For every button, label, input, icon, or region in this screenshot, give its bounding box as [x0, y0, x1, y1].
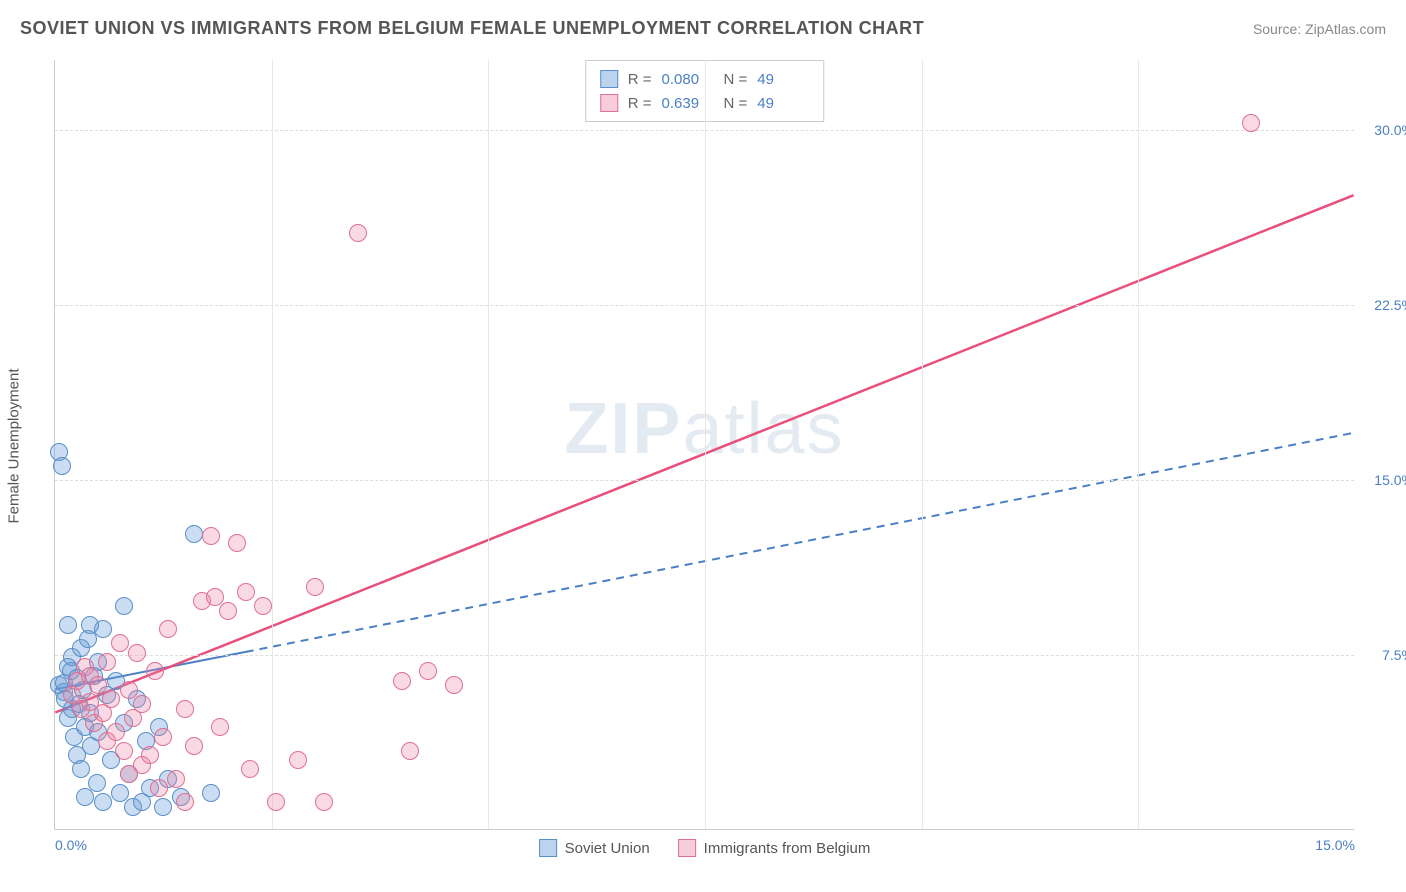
- legend-swatch: [600, 94, 618, 112]
- y-tick-label: 15.0%: [1362, 472, 1406, 488]
- data-point: [254, 597, 272, 615]
- data-point: [306, 578, 324, 596]
- stat-r-label: R =: [628, 71, 652, 88]
- data-point: [115, 742, 133, 760]
- legend-swatch: [678, 839, 696, 857]
- data-point: [237, 583, 255, 601]
- data-point: [219, 602, 237, 620]
- data-point: [202, 527, 220, 545]
- data-point: [53, 457, 71, 475]
- data-point: [154, 728, 172, 746]
- data-point: [154, 798, 172, 816]
- stat-n-value: 49: [757, 71, 809, 88]
- data-point: [202, 784, 220, 802]
- x-tick-label: 0.0%: [55, 837, 87, 853]
- legend-item: Soviet Union: [539, 839, 650, 857]
- data-point: [94, 793, 112, 811]
- legend-swatch: [600, 70, 618, 88]
- stat-n-label: N =: [724, 95, 748, 112]
- gridline-v: [1138, 60, 1139, 829]
- data-point: [107, 723, 125, 741]
- gridline-v: [705, 60, 706, 829]
- chart-title: SOVIET UNION VS IMMIGRANTS FROM BELGIUM …: [20, 18, 924, 39]
- data-point: [141, 746, 159, 764]
- gridline-v: [488, 60, 489, 829]
- data-point: [176, 793, 194, 811]
- data-point: [102, 690, 120, 708]
- data-point: [393, 672, 411, 690]
- data-point: [267, 793, 285, 811]
- stat-n-label: N =: [724, 71, 748, 88]
- data-point: [228, 534, 246, 552]
- data-point: [176, 700, 194, 718]
- legend-item: Immigrants from Belgium: [678, 839, 871, 857]
- data-point: [185, 737, 203, 755]
- data-point: [445, 676, 463, 694]
- x-tick-label: 15.0%: [1315, 837, 1355, 853]
- data-point: [150, 779, 168, 797]
- data-point: [115, 597, 133, 615]
- data-point: [1242, 114, 1260, 132]
- data-point: [419, 662, 437, 680]
- data-point: [88, 774, 106, 792]
- data-point: [146, 662, 164, 680]
- series-legend: Soviet Union Immigrants from Belgium: [539, 839, 871, 857]
- data-point: [59, 616, 77, 634]
- data-point: [72, 760, 90, 778]
- data-point: [98, 653, 116, 671]
- y-axis-label: Female Unemployment: [6, 368, 23, 523]
- chart-source: Source: ZipAtlas.com: [1253, 21, 1386, 37]
- data-point: [111, 634, 129, 652]
- chart-header: SOVIET UNION VS IMMIGRANTS FROM BELGIUM …: [20, 18, 1386, 39]
- legend-swatch: [539, 839, 557, 857]
- gridline-v: [922, 60, 923, 829]
- data-point: [185, 525, 203, 543]
- stat-r-label: R =: [628, 95, 652, 112]
- data-point: [128, 644, 146, 662]
- legend-label: Soviet Union: [565, 840, 650, 857]
- data-point: [241, 760, 259, 778]
- chart-plot-area: ZIPatlas R =0.080N =49R =0.639N =49 Sovi…: [54, 60, 1354, 830]
- stat-n-value: 49: [757, 95, 809, 112]
- data-point: [349, 224, 367, 242]
- legend-label: Immigrants from Belgium: [704, 840, 871, 857]
- data-point: [159, 620, 177, 638]
- data-point: [289, 751, 307, 769]
- y-tick-label: 7.5%: [1362, 647, 1406, 663]
- gridline-v: [272, 60, 273, 829]
- data-point: [133, 695, 151, 713]
- data-point: [167, 770, 185, 788]
- data-point: [315, 793, 333, 811]
- y-tick-label: 22.5%: [1362, 297, 1406, 313]
- y-tick-label: 30.0%: [1362, 122, 1406, 138]
- data-point: [211, 718, 229, 736]
- data-point: [401, 742, 419, 760]
- data-point: [81, 616, 99, 634]
